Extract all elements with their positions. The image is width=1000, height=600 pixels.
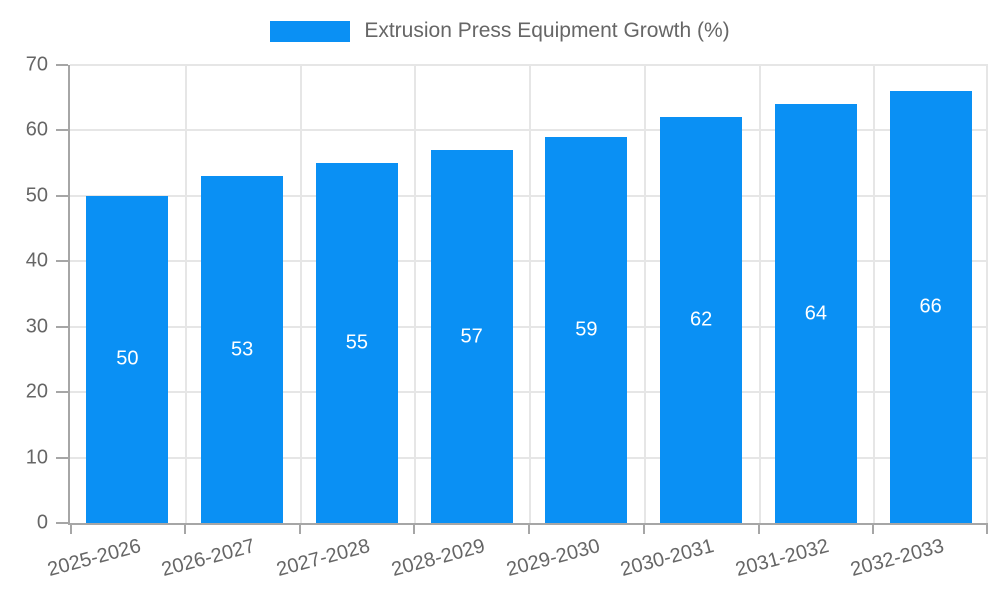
gridline-vertical	[184, 65, 187, 523]
bar-value-label: 66	[919, 295, 942, 318]
bar-value-label: 64	[804, 302, 827, 325]
y-axis-tick	[56, 325, 68, 328]
bar-value-label: 57	[460, 325, 483, 348]
x-tick-label: 2028-2029	[389, 535, 488, 582]
bar-value-label: 62	[690, 308, 713, 331]
y-axis-tick	[56, 391, 68, 394]
bar-value-label: 59	[575, 318, 598, 341]
y-axis-tick	[56, 64, 68, 66]
y-axis-tick	[56, 456, 68, 459]
y-tick-label: 0	[36, 511, 48, 534]
x-axis-tick	[413, 524, 416, 534]
x-axis-tick	[757, 524, 760, 534]
y-tick-label: 70	[25, 53, 48, 76]
legend-swatch	[270, 20, 351, 42]
y-axis-tick	[56, 260, 68, 263]
bar-value-label: 55	[345, 331, 368, 354]
x-tick-label: 2030-2031	[618, 535, 717, 582]
bar[interactable]: 66	[889, 91, 972, 523]
y-tick-label: 50	[25, 184, 48, 207]
plot-area: 0 10 20 30 40 50 60 70 50 53 55 57 59 62 64 66 2025-2026…	[26, 54, 988, 581]
x-axis-tick	[70, 524, 72, 534]
gridline-vertical	[873, 65, 876, 523]
bar[interactable]: 55	[315, 163, 398, 523]
gridline-vertical	[986, 65, 988, 523]
x-axis-tick	[528, 524, 530, 534]
y-tick-label: 10	[25, 446, 48, 469]
bar[interactable]: 57	[430, 150, 513, 523]
y-tick-label: 20	[25, 380, 48, 403]
y-tick-label: 60	[25, 118, 48, 141]
gridline-vertical	[758, 65, 761, 523]
x-axis-tick	[183, 524, 186, 534]
legend-title: Extrusion Press Equipment Growth (%)	[364, 19, 730, 42]
x-tick-label: 2025-2026	[44, 535, 144, 582]
y-tick-label: 40	[25, 249, 48, 272]
x-axis-tick	[298, 524, 301, 534]
bar[interactable]: 59	[545, 136, 628, 523]
gridline-vertical	[529, 65, 531, 523]
x-tick-label: 2031-2032	[733, 535, 832, 582]
bar[interactable]: 62	[660, 117, 743, 523]
x-axis-tick	[872, 524, 875, 534]
x-tick-label: 2029-2030	[503, 535, 603, 582]
gridline-vertical	[414, 65, 417, 523]
x-axis-tick	[986, 524, 988, 534]
x-tick-label: 2032-2033	[848, 535, 947, 582]
y-axis-tick	[56, 522, 68, 524]
y-axis-tick	[56, 194, 68, 197]
y-tick-label: 30	[25, 315, 48, 338]
bar[interactable]: 64	[774, 104, 857, 523]
bar[interactable]: 50	[86, 195, 169, 523]
bar-value-label: 50	[116, 347, 139, 370]
chart-legend[interactable]: Extrusion Press Equipment Growth (%)	[0, 19, 1000, 43]
x-tick-label: 2026-2027	[159, 535, 258, 582]
gridline-vertical	[643, 65, 646, 523]
bar[interactable]: 53	[201, 176, 284, 523]
bar-value-label: 53	[231, 338, 254, 361]
x-axis-tick	[642, 524, 645, 534]
y-axis-tick	[56, 129, 68, 132]
gridline-vertical	[299, 65, 302, 523]
x-tick-label: 2027-2028	[274, 535, 373, 582]
